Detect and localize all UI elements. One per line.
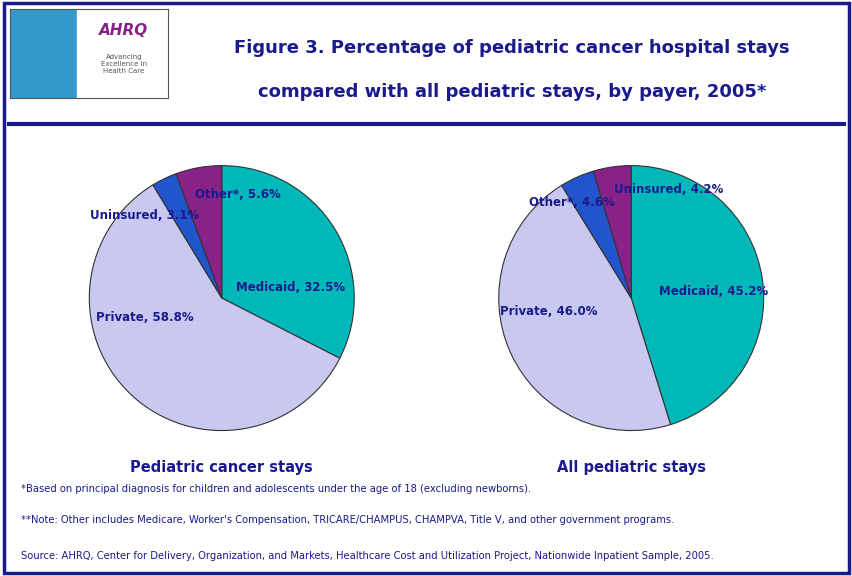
Wedge shape — [153, 174, 222, 298]
Text: Private, 46.0%: Private, 46.0% — [500, 305, 597, 318]
Text: Figure 3. Percentage of pediatric cancer hospital stays: Figure 3. Percentage of pediatric cancer… — [233, 39, 789, 57]
Text: Other*, 4.6%: Other*, 4.6% — [528, 196, 613, 209]
Text: Other*, 5.6%: Other*, 5.6% — [194, 188, 280, 201]
Text: Source: AHRQ, Center for Delivery, Organization, and Markets, Healthcare Cost an: Source: AHRQ, Center for Delivery, Organ… — [21, 551, 713, 561]
Wedge shape — [498, 185, 670, 430]
Text: *Based on principal diagnosis for children and adolescents under the age of 18 (: *Based on principal diagnosis for childr… — [21, 484, 531, 494]
Wedge shape — [222, 166, 354, 358]
Text: Medicaid, 45.2%: Medicaid, 45.2% — [658, 285, 767, 298]
Wedge shape — [561, 171, 630, 298]
Wedge shape — [593, 166, 630, 298]
Text: Pediatric cancer stays: Pediatric cancer stays — [130, 460, 313, 475]
Text: Advancing
Excellence in
Health Care: Advancing Excellence in Health Care — [101, 54, 147, 74]
Text: Private, 58.8%: Private, 58.8% — [96, 312, 193, 324]
Text: **Note: Other includes Medicare, Worker's Compensation, TRICARE/CHAMPUS, CHAMPVA: **Note: Other includes Medicare, Worker'… — [21, 515, 674, 525]
Text: Medicaid, 32.5%: Medicaid, 32.5% — [236, 281, 345, 294]
Text: AHRQ: AHRQ — [99, 22, 148, 37]
Wedge shape — [89, 185, 339, 430]
Wedge shape — [630, 166, 763, 425]
Wedge shape — [176, 166, 222, 298]
Text: Uninsured, 3.1%: Uninsured, 3.1% — [90, 210, 199, 222]
Text: Uninsured, 4.2%: Uninsured, 4.2% — [613, 183, 722, 196]
Bar — [77, 9, 168, 98]
Text: compared with all pediatric stays, by payer, 2005*: compared with all pediatric stays, by pa… — [257, 84, 765, 101]
Text: All pediatric stays: All pediatric stays — [556, 460, 705, 475]
